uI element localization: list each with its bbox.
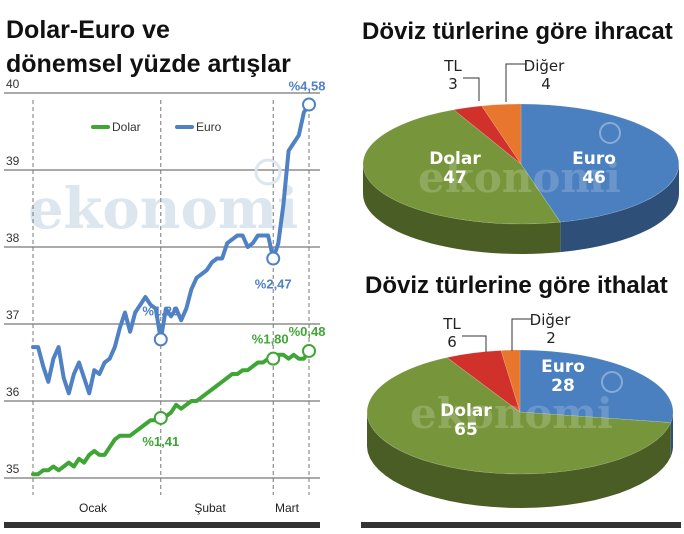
annotation-label: %0,48 xyxy=(289,324,326,339)
pie-slice-euro xyxy=(519,349,674,423)
pie-side-euro xyxy=(670,412,673,457)
line-chart-title-line-1: Dolar-Euro ve xyxy=(6,16,170,44)
euro-value-label: 46 xyxy=(582,168,606,188)
dolar-series-line xyxy=(31,349,311,477)
dolar-name-label: Dolar xyxy=(429,149,481,169)
tl-value-label: 3 xyxy=(448,75,458,93)
annotation-label: %1,41 xyxy=(142,434,179,449)
watermark-globe-icon xyxy=(254,158,282,186)
annotation-marker xyxy=(302,343,316,358)
tl-value-label: 6 xyxy=(447,333,457,351)
watermark-text: ekonomi xyxy=(418,153,621,202)
legend-dolar-label: Dolar xyxy=(112,120,141,134)
annotation-marker xyxy=(266,251,281,266)
x-tick-label: Şubat xyxy=(194,501,226,515)
y-tick-label: 36 xyxy=(6,385,20,399)
legend-euro-label: Euro xyxy=(196,120,222,134)
line-chart-title-line-2: dönemsel yüzde artışlar xyxy=(6,50,291,78)
annotation-label: %2,47 xyxy=(255,277,292,292)
tl-leader-line xyxy=(463,77,480,101)
pie-slice-tl xyxy=(446,350,521,413)
annotation-marker xyxy=(153,332,168,347)
annotation-label: %1,80 xyxy=(252,332,289,347)
pie-slice-diğer xyxy=(481,103,522,165)
annotation-label: %1,20 xyxy=(142,303,179,318)
diger-name-label: Diğer xyxy=(524,57,565,75)
left-bottom-bar xyxy=(4,522,320,528)
annotation-label: %4,58 xyxy=(289,79,326,94)
diger-value-label: 2 xyxy=(546,329,556,347)
y-tick-label: 39 xyxy=(6,154,20,168)
tl-name-label: TL xyxy=(443,57,462,75)
pie-side-dolar xyxy=(367,412,671,508)
watermark-text: ekonomi xyxy=(28,176,298,242)
pie-slice-dolar xyxy=(362,109,561,225)
pie-slice-tl xyxy=(452,105,522,165)
diger-value-label: 4 xyxy=(541,75,551,93)
pie-slice-dolar xyxy=(366,357,672,475)
y-tick-label: 35 xyxy=(6,462,20,476)
euro-name-label: Euro xyxy=(541,357,585,377)
x-tick-label: Ocak xyxy=(79,501,108,515)
line-chart: 35 36 37 38 39 40 ekonomi Ocak Şubat Mart Dolar Eur… xyxy=(4,77,325,515)
pie-side-dolar xyxy=(363,164,561,254)
y-tick-label: 40 xyxy=(6,77,20,91)
annotation-marker xyxy=(266,351,281,366)
dolar-value-label: 47 xyxy=(443,168,467,188)
diger-leader-line xyxy=(511,318,532,351)
tl-leader-line xyxy=(462,335,487,352)
import-pie-title: Döviz türlerine göre ithalat xyxy=(365,272,668,299)
right-bottom-bar xyxy=(361,522,681,528)
euro-name-label: Euro xyxy=(572,149,616,169)
watermark-globe-icon xyxy=(601,371,623,393)
pie-slice-euro xyxy=(520,103,680,223)
dolar-value-label: 65 xyxy=(454,420,478,440)
pie-slice-diğer xyxy=(500,349,521,413)
watermark-text: ekonomi xyxy=(410,389,613,438)
pie-side-euro xyxy=(560,164,679,253)
export-pie-title: Döviz türlerine göre ihracat xyxy=(362,18,673,45)
tl-name-label: TL xyxy=(442,315,461,333)
annotation-marker xyxy=(302,97,316,112)
annotation-marker xyxy=(153,410,168,425)
y-tick-label: 37 xyxy=(6,308,20,322)
y-tick-label: 38 xyxy=(6,231,20,245)
diger-leader-line xyxy=(505,63,527,102)
watermark-globe-icon xyxy=(599,122,621,144)
diger-name-label: Diğer xyxy=(530,311,571,329)
euro-value-label: 28 xyxy=(551,376,575,396)
dolar-name-label: Dolar xyxy=(440,401,492,421)
euro-series-line xyxy=(31,102,311,396)
x-tick-label: Mart xyxy=(275,501,300,515)
